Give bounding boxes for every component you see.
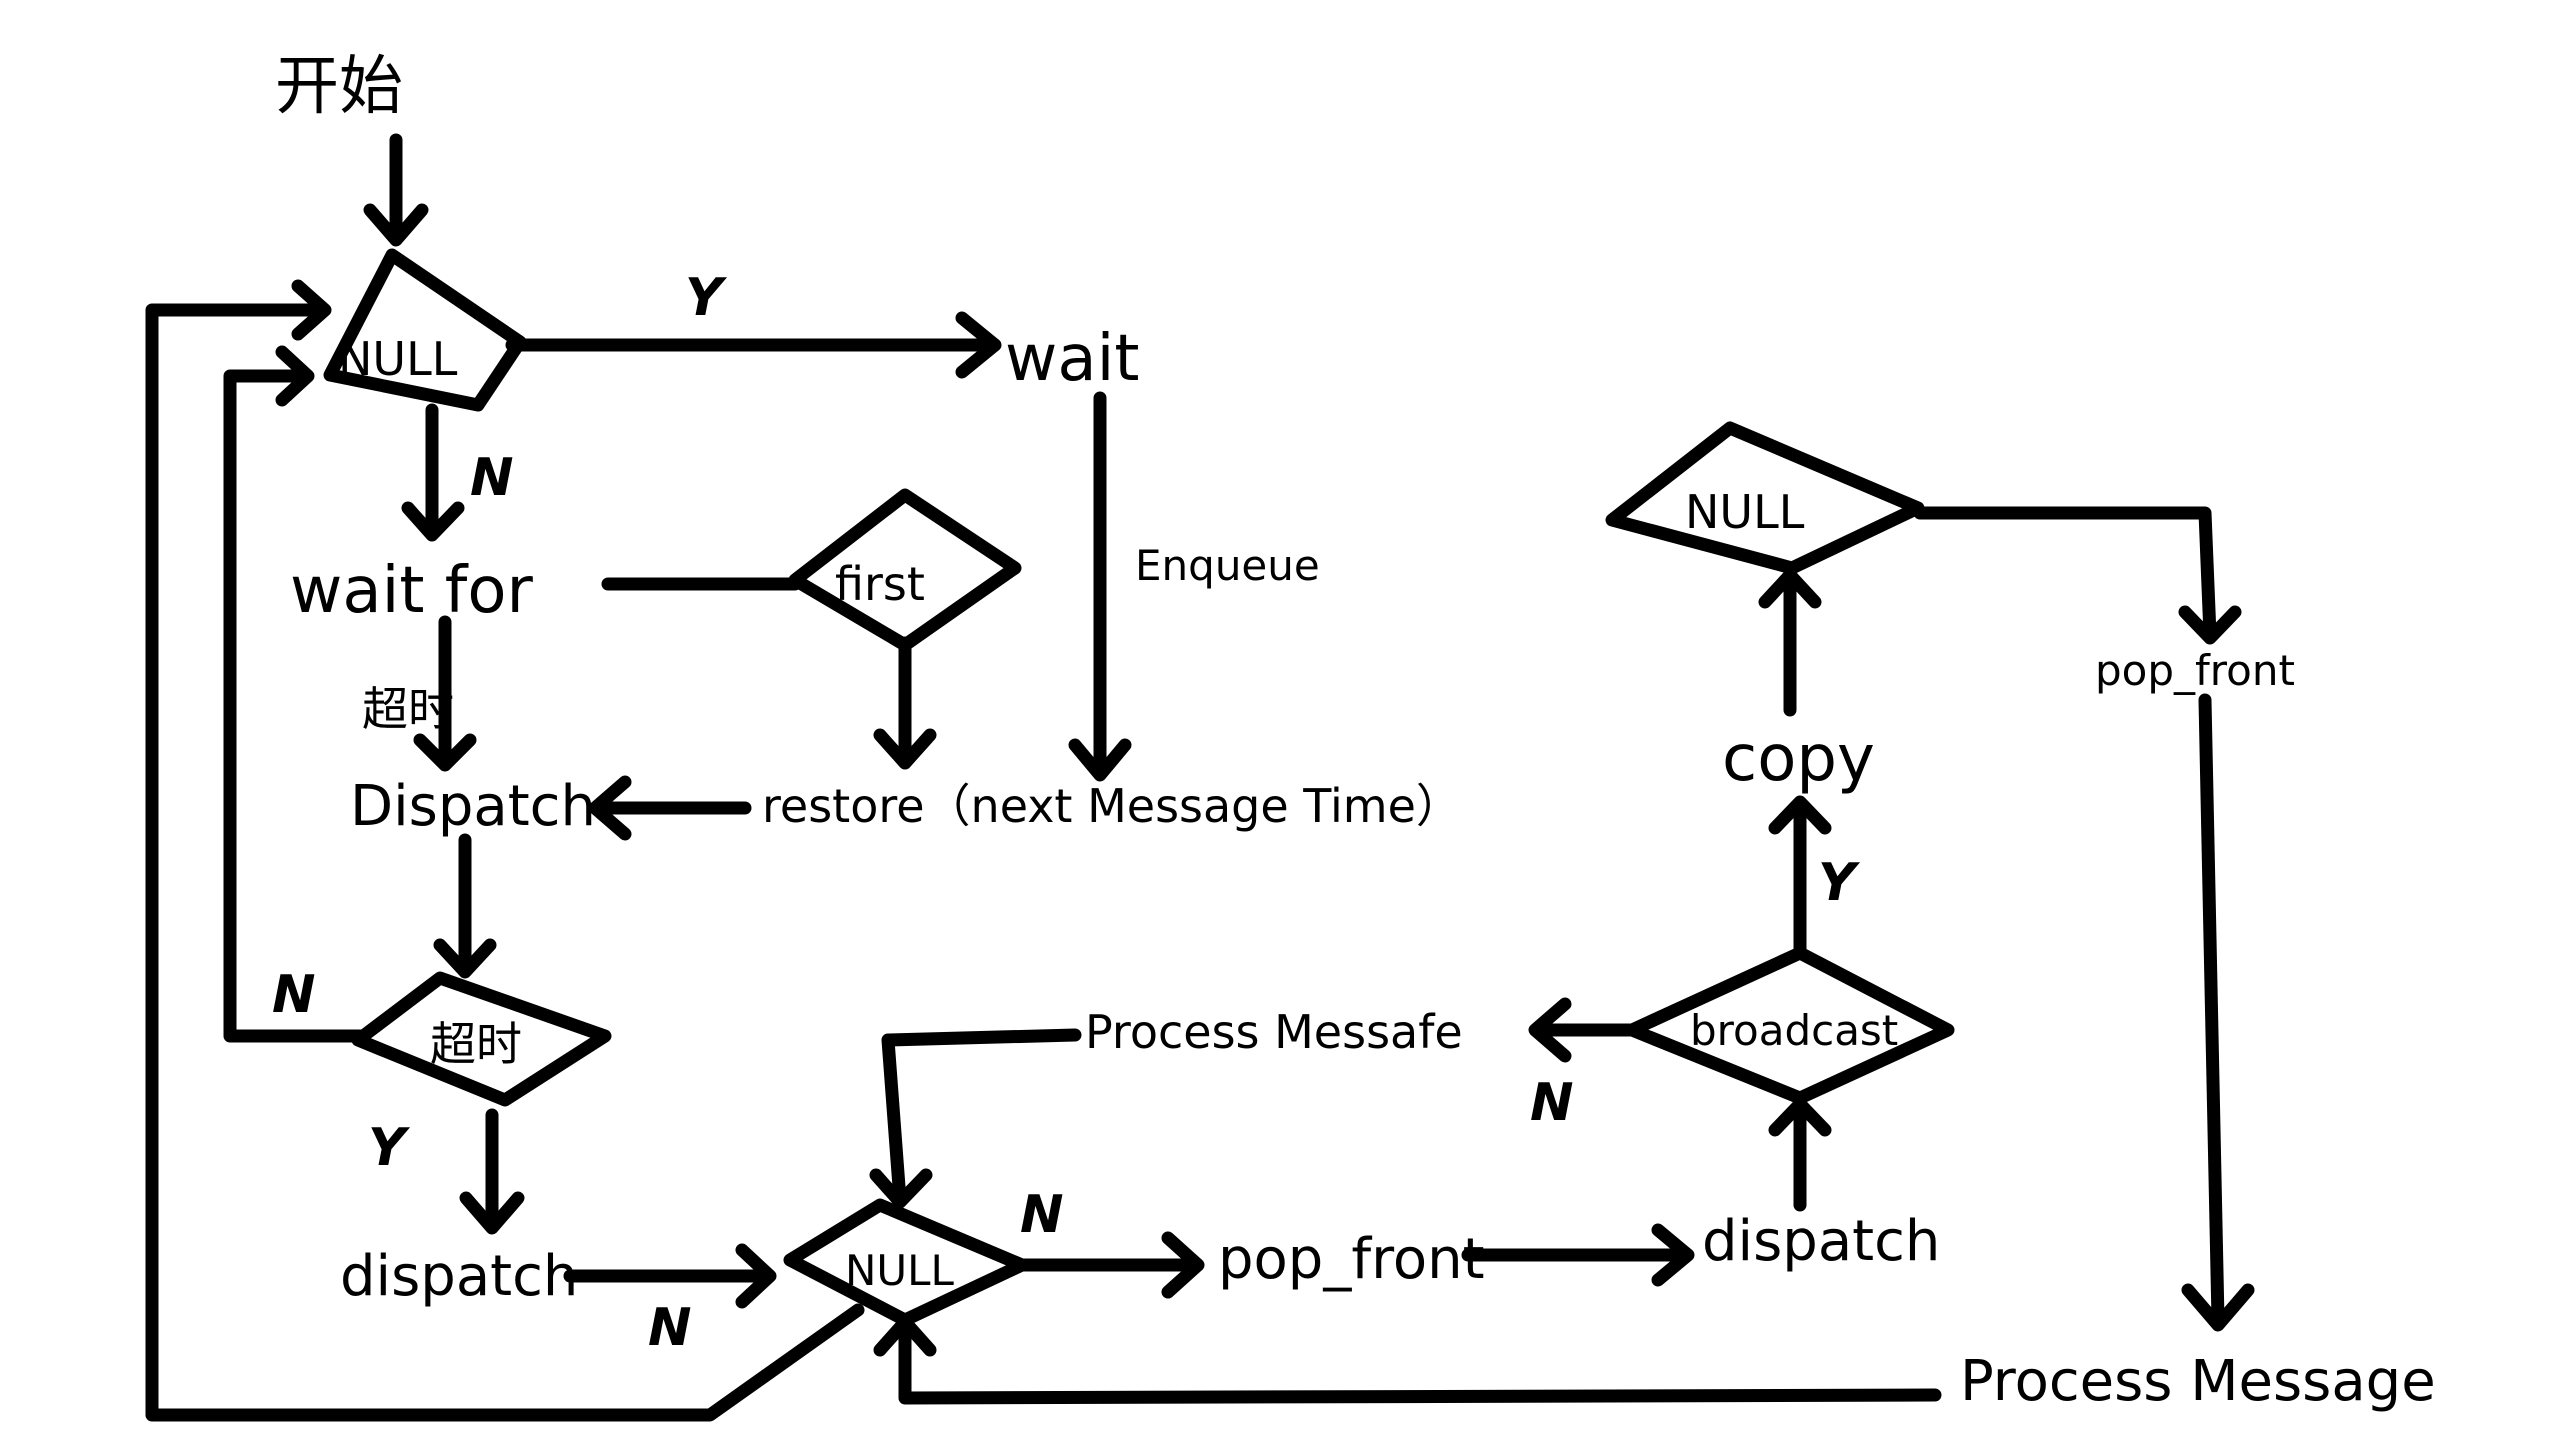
restore-label: restore（next Message Time） (762, 779, 1462, 833)
wait-label: wait (1005, 322, 1139, 396)
decision-broadcast (1625, 946, 1955, 1105)
edge-timeout-no-loop (223, 369, 367, 1043)
edge-label-broadcast-no: N (1530, 1073, 1574, 1133)
edge-processmessage-to-null-bottom (898, 1318, 1942, 1405)
arrowhead (1161, 1231, 1205, 1299)
arrowhead (459, 1191, 525, 1235)
timeout-edge-label: 超时 (362, 682, 454, 736)
arrowhead (1651, 1223, 1695, 1287)
edge-null-right-to-popfront (1913, 506, 2217, 642)
arrowhead (1758, 568, 1822, 609)
decision-first (788, 488, 1022, 652)
edge-null-bottom-outer-loop (145, 303, 865, 1422)
pop-front-mid-label: pop_front (1218, 1227, 1485, 1292)
edge-label-broadcast-yes: Y (1818, 853, 1861, 913)
decision-null-bottom-label: NULL (845, 1246, 955, 1295)
arrowhead (873, 728, 937, 770)
edge-popfront-to-processmessage (2198, 693, 2225, 1327)
arrowhead (869, 1168, 933, 1209)
decision-timeout-label: 超时 (430, 1017, 522, 1071)
edge-label-timeout-no: N (272, 965, 316, 1025)
process-messafe-label: Process Messafe (1085, 1005, 1463, 1059)
decision-null-top-label: NULL (338, 332, 458, 386)
arrowhead (2178, 605, 2242, 645)
arrowhead (291, 279, 332, 341)
arrowhead (735, 1243, 777, 1309)
pop-front-right-label: pop_front (2095, 646, 2295, 695)
dispatch-right-label: dispatch (1702, 1209, 1940, 1274)
arrowhead (1528, 997, 1572, 1063)
dispatch-left-label: dispatch (340, 1244, 578, 1309)
decision-timeout (351, 971, 612, 1107)
wait-for-label: wait for (290, 554, 533, 628)
start-label: 开始 (275, 50, 403, 124)
decision-null-top (323, 248, 527, 412)
edge-label-null-top-yes: Y (685, 268, 728, 328)
decision-null-bottom (783, 1198, 1029, 1327)
arrowhead (433, 938, 497, 979)
decision-first-label: first (835, 557, 925, 611)
edge-processmessafe-to-null-bottom (881, 1028, 1082, 1207)
decision-broadcast-label: broadcast (1690, 1006, 1898, 1055)
arrowhead (2181, 1283, 2255, 1332)
decision-null-right (1605, 421, 1925, 575)
arrowhead (413, 733, 477, 772)
arrowhead (401, 501, 465, 542)
enqueue-label: Enqueue (1135, 541, 1320, 590)
process-message-label: Process Message (1960, 1349, 2436, 1414)
edge-label-timeout-yes: Y (368, 1118, 411, 1178)
edge-label-null-top-no: N (470, 448, 514, 508)
edge-label-null-bottom-no-right: N (1020, 1185, 1064, 1245)
arrowhead (588, 775, 632, 841)
arrowhead (275, 345, 315, 407)
arrowhead (1768, 795, 1832, 835)
arrowhead (363, 203, 429, 247)
arrowhead (1068, 738, 1132, 782)
edge-label-null-bottom-no-left: N (648, 1298, 692, 1358)
decision-null-right-label: NULL (1685, 485, 1805, 539)
arrowhead (955, 311, 1002, 379)
copy-label: copy (1722, 722, 1875, 796)
dispatch-upper-label: Dispatch (350, 774, 596, 839)
